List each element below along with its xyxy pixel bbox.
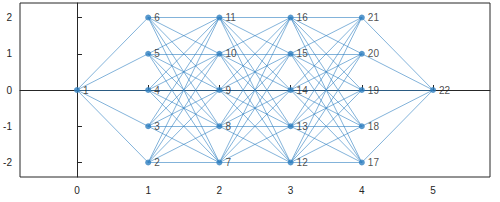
svg-text:10: 10 bbox=[225, 48, 237, 59]
svg-text:21: 21 bbox=[368, 12, 380, 23]
svg-text:4: 4 bbox=[154, 85, 160, 96]
svg-text:7: 7 bbox=[225, 157, 231, 168]
svg-text:1: 1 bbox=[6, 48, 12, 59]
svg-text:14: 14 bbox=[297, 85, 309, 96]
svg-text:2: 2 bbox=[217, 185, 223, 196]
svg-text:3: 3 bbox=[154, 121, 160, 132]
svg-text:19: 19 bbox=[368, 85, 380, 96]
svg-text:5: 5 bbox=[154, 48, 160, 59]
svg-text:8: 8 bbox=[225, 121, 231, 132]
svg-text:22: 22 bbox=[439, 85, 451, 96]
svg-text:9: 9 bbox=[225, 85, 231, 96]
svg-text:11: 11 bbox=[225, 12, 236, 23]
svg-text:1: 1 bbox=[145, 185, 151, 196]
svg-text:1: 1 bbox=[83, 85, 89, 96]
svg-text:2: 2 bbox=[154, 157, 160, 168]
svg-text:2: 2 bbox=[6, 12, 12, 23]
svg-text:15: 15 bbox=[297, 48, 309, 59]
svg-text:-2: -2 bbox=[3, 157, 12, 168]
svg-text:13: 13 bbox=[297, 121, 309, 132]
svg-text:6: 6 bbox=[154, 12, 160, 23]
svg-text:3: 3 bbox=[288, 185, 294, 196]
svg-text:-1: -1 bbox=[3, 121, 12, 132]
svg-text:0: 0 bbox=[6, 85, 12, 96]
svg-text:0: 0 bbox=[74, 185, 80, 196]
svg-text:12: 12 bbox=[297, 157, 309, 168]
svg-text:16: 16 bbox=[297, 12, 309, 23]
svg-text:4: 4 bbox=[359, 185, 365, 196]
svg-text:20: 20 bbox=[368, 48, 380, 59]
svg-text:18: 18 bbox=[368, 121, 380, 132]
svg-text:5: 5 bbox=[430, 185, 436, 196]
svg-text:17: 17 bbox=[368, 157, 380, 168]
